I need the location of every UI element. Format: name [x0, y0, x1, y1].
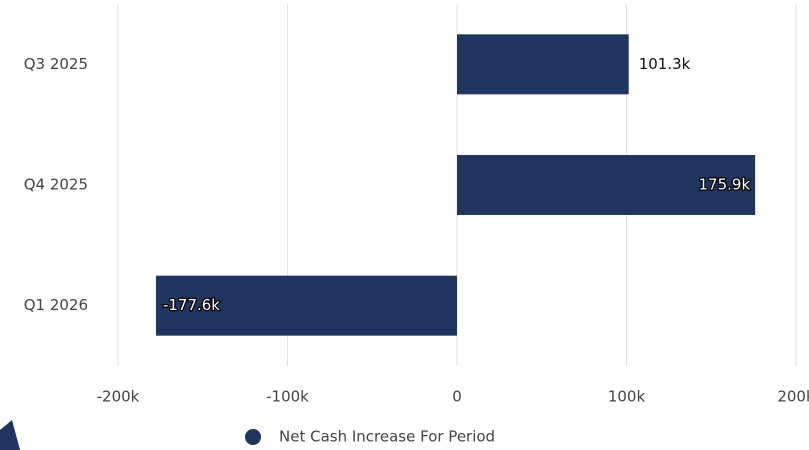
bar	[457, 34, 629, 95]
decoration	[0, 420, 20, 450]
x-tick-label: 100k	[608, 388, 646, 406]
data-label: -177.6k	[163, 296, 220, 314]
y-tick-label: Q4 2025	[24, 176, 88, 194]
y-tick-label: Q1 2026	[24, 296, 88, 314]
x-tick-label: 200k	[777, 388, 809, 406]
x-tick-label: -100k	[266, 388, 309, 406]
x-tick-label: 0	[452, 388, 462, 406]
y-tick-label: Q3 2025	[24, 55, 88, 73]
bar	[457, 155, 756, 215]
legend-label: Net Cash Increase For Period	[279, 428, 495, 446]
x-tick-label: -200k	[97, 388, 140, 406]
data-label: 101.3k	[639, 55, 691, 73]
legend-marker	[245, 429, 261, 445]
bar	[155, 275, 457, 336]
data-label: 175.9k	[699, 176, 751, 194]
